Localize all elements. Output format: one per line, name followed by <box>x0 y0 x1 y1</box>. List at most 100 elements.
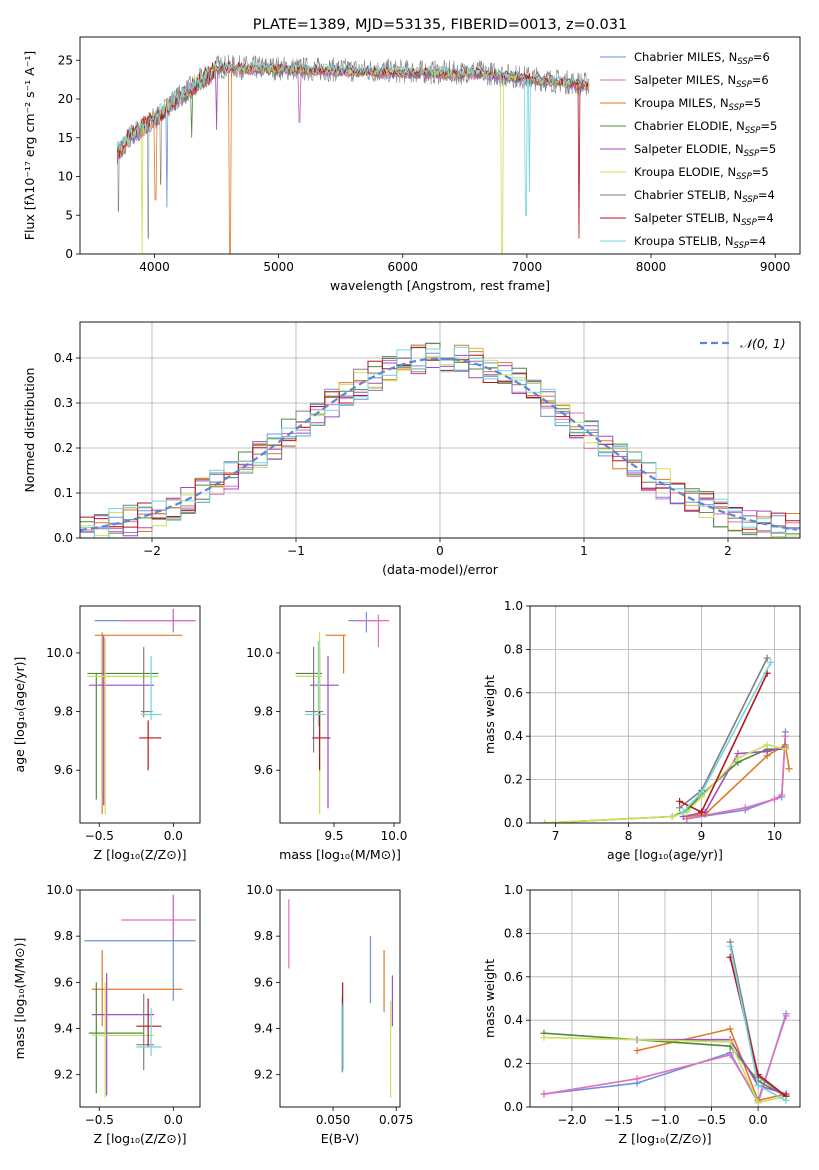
y-tick-label: 15 <box>58 131 73 145</box>
y-tick-label: 25 <box>58 53 73 67</box>
legend-entry: Kroupa STELIB, NSSP=4 <box>634 234 766 251</box>
x-axis-label: (data-model)/error <box>382 562 499 577</box>
y-tick-label: 9.6 <box>254 763 273 777</box>
plus-marker <box>778 791 786 799</box>
y-tick-label: 0.8 <box>504 642 523 656</box>
x-tick-label: −1.0 <box>650 1113 679 1127</box>
x-tick-label: −0.5 <box>697 1113 726 1127</box>
axes-massweight-vs-age: 7 8 9 10 0.0 0.2 0.4 0.6 0.8 1.0 age [log₁₀(age/yr… <box>482 599 801 862</box>
plus-marker <box>734 754 742 762</box>
plus-marker <box>679 808 687 816</box>
plus-marker <box>540 1034 548 1042</box>
x-tick-label: 0 <box>436 544 444 558</box>
plus-marker <box>763 741 771 749</box>
x-tick-label: 1 <box>580 544 588 558</box>
x-tick-label: 9.5 <box>324 829 343 843</box>
y-tick-label: 0.2 <box>504 1057 523 1071</box>
x-tick-label: 9000 <box>760 260 791 274</box>
y-tick-label: 9.6 <box>54 975 73 989</box>
y-axis-label: age [log₁₀(age/yr)] <box>12 657 27 773</box>
plus-marker <box>697 808 705 816</box>
x-tick-label: −0.5 <box>85 1113 114 1127</box>
y-tick-label: 9.8 <box>254 929 273 943</box>
plot-area-age-vs-z <box>87 608 196 815</box>
axes-residuals: −2 −1 0 1 2 0.0 0.1 0.2 0.3 0.4 (data-model)/error… <box>22 321 801 577</box>
y-tick-label: 10.0 <box>246 883 273 897</box>
axes-frame <box>529 605 801 824</box>
legend-entry: Chabrier STELIB, NSSP=4 <box>634 188 775 205</box>
x-axis-label: age [log₁₀(age/yr)] <box>607 847 723 862</box>
normal-reference-curve <box>80 357 798 532</box>
legend-entry: Chabrier ELODIE, NSSP=5 <box>634 119 777 136</box>
x-tick-label: 6000 <box>387 260 418 274</box>
axes-frame <box>279 889 401 1108</box>
legend: Chabrier MILES, NSSP=6 Salpeter MILES, NS… <box>600 50 777 251</box>
x-tick-label: 4000 <box>139 260 170 274</box>
y-tick-label: 9.6 <box>254 975 273 989</box>
x-axis-label: Z [log₁₀(Z/Z⊙)] <box>619 1131 712 1146</box>
x-tick-label: 7000 <box>512 260 543 274</box>
plus-marker <box>540 1090 548 1098</box>
x-tick-label: 0.050 <box>316 1113 350 1127</box>
x-tick-label: 2 <box>724 544 732 558</box>
y-tick-label: 0.4 <box>504 729 523 743</box>
x-tick-label: 0.075 <box>379 1113 413 1127</box>
y-tick-label: 0.4 <box>54 351 73 365</box>
y-tick-label: 0.2 <box>54 441 73 455</box>
plus-marker <box>782 1096 790 1104</box>
mass-weight-line-4 <box>637 1038 787 1095</box>
legend-entry: Chabrier MILES, NSSP=6 <box>634 50 770 67</box>
y-tick-label: 9.6 <box>54 763 73 777</box>
legend-entry: Kroupa MILES, NSSP=5 <box>634 96 761 113</box>
y-tick-label: 10 <box>58 170 73 184</box>
axes-frame <box>79 321 801 539</box>
chart-title: PLATE=1389, MJD=53135, FIBERID=0013, z=0… <box>253 17 627 33</box>
plus-marker <box>676 804 684 812</box>
y-tick-label: 1.0 <box>504 883 523 897</box>
y-axis-label: Flux [fλ10⁻¹⁷ erg cm⁻² s⁻¹ A⁻¹] <box>22 51 37 240</box>
plus-marker <box>726 1038 734 1046</box>
y-axis-label: mass [log₁₀(M/M⊙)] <box>12 938 27 1060</box>
x-tick-label: −1 <box>287 544 305 558</box>
plus-marker <box>781 745 789 753</box>
y-axis-label: Normed distribution <box>22 368 37 493</box>
plus-marker <box>782 1012 790 1020</box>
y-tick-label: 9.4 <box>54 1022 73 1036</box>
y-tick-label: 20 <box>58 92 73 106</box>
axes-massweight-vs-z: −2.0 −1.5 −1.0 −0.5 0.0 0.0 0.2 0.4 0.6 0.8 1.0 Z [… <box>482 883 801 1146</box>
y-tick-label: 9.4 <box>254 1022 273 1036</box>
plus-marker <box>726 942 734 950</box>
x-axis-label: Z [log₁₀(Z/Z⊙)] <box>94 847 187 862</box>
axes-frame <box>79 605 201 824</box>
plot-area-mass-vs-ebv <box>288 899 394 1098</box>
legend-entry: Salpeter STELIB, NSSP=4 <box>634 211 774 228</box>
y-tick-label: 0.2 <box>504 773 523 787</box>
x-tick-label: 0.0 <box>164 829 183 843</box>
mass-weight-line-5 <box>543 1036 787 1104</box>
legend-entry: Salpeter ELODIE, NSSP=5 <box>634 142 776 159</box>
plus-marker <box>697 789 705 797</box>
x-tick-label: −1.5 <box>604 1113 633 1127</box>
legend-entry: 𝒩(0, 1) <box>740 336 786 351</box>
y-tick-label: 0.1 <box>54 486 73 500</box>
y-axis-label: mass weight <box>482 959 497 1038</box>
plus-marker <box>754 1099 762 1107</box>
y-tick-label: 0.3 <box>54 396 73 410</box>
plot-area-age-vs-mass <box>295 611 390 815</box>
plus-marker <box>754 1081 762 1089</box>
y-tick-label: 0.4 <box>504 1013 523 1027</box>
axes-age-vs-z: −0.5 0.0 9.6 9.8 10.0 Z [log₁₀(Z/Z⊙)] age [log… <box>12 605 201 862</box>
y-tick-label: 9.8 <box>54 929 73 943</box>
plus-marker <box>726 1051 734 1059</box>
y-tick-label: 9.2 <box>254 1068 273 1082</box>
y-tick-label: 0.6 <box>504 686 523 700</box>
axes-frame <box>529 889 801 1108</box>
y-tick-label: 0 <box>65 247 73 261</box>
axes-frame <box>79 36 801 255</box>
x-tick-label: 5000 <box>263 260 294 274</box>
x-tick-label: 9 <box>698 829 706 843</box>
y-tick-label: 10.0 <box>246 646 273 660</box>
axes-frame <box>279 605 401 824</box>
y-tick-label: 0.8 <box>504 926 523 940</box>
